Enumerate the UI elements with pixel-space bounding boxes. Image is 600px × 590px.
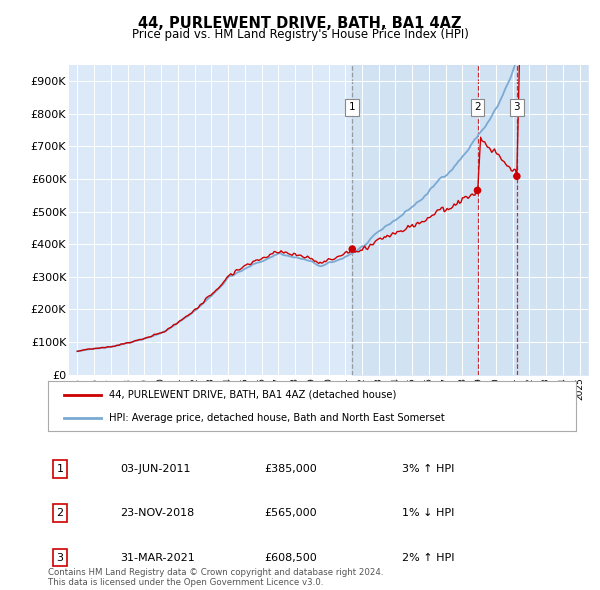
Text: 31-MAR-2021: 31-MAR-2021 [120,553,195,562]
Text: Price paid vs. HM Land Registry's House Price Index (HPI): Price paid vs. HM Land Registry's House … [131,28,469,41]
Text: 3: 3 [514,102,520,112]
Point [473,186,482,195]
Text: 3: 3 [56,553,64,562]
Text: 23-NOV-2018: 23-NOV-2018 [120,509,194,518]
Text: 44, PURLEWENT DRIVE, BATH, BA1 4AZ: 44, PURLEWENT DRIVE, BATH, BA1 4AZ [138,16,462,31]
Text: 1: 1 [56,464,64,474]
Text: 2: 2 [474,102,481,112]
Text: 2% ↑ HPI: 2% ↑ HPI [402,553,455,562]
Text: HPI: Average price, detached house, Bath and North East Somerset: HPI: Average price, detached house, Bath… [109,413,445,423]
Text: £565,000: £565,000 [264,509,317,518]
Point [347,244,357,254]
Text: 03-JUN-2011: 03-JUN-2011 [120,464,191,474]
Text: 2: 2 [56,509,64,518]
Text: 44, PURLEWENT DRIVE, BATH, BA1 4AZ (detached house): 44, PURLEWENT DRIVE, BATH, BA1 4AZ (deta… [109,389,396,399]
Text: 3% ↑ HPI: 3% ↑ HPI [402,464,454,474]
Text: 1% ↓ HPI: 1% ↓ HPI [402,509,454,518]
Text: 1: 1 [349,102,356,112]
Text: £385,000: £385,000 [264,464,317,474]
Text: Contains HM Land Registry data © Crown copyright and database right 2024.
This d: Contains HM Land Registry data © Crown c… [48,568,383,587]
Point [512,172,521,181]
Text: £608,500: £608,500 [264,553,317,562]
